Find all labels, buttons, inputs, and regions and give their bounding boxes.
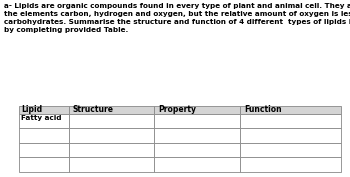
- Bar: [19, 114, 69, 128]
- Bar: [240, 106, 341, 114]
- Bar: [69, 106, 154, 114]
- Text: Structure: Structure: [72, 105, 113, 115]
- Bar: [240, 128, 341, 143]
- Bar: [240, 143, 341, 157]
- Bar: [69, 128, 154, 143]
- Text: Lipid: Lipid: [21, 105, 42, 115]
- Bar: [69, 143, 154, 157]
- Bar: [154, 114, 240, 128]
- Bar: [19, 128, 69, 143]
- Bar: [19, 106, 69, 114]
- Text: Function: Function: [244, 105, 281, 115]
- Bar: [240, 157, 341, 172]
- Bar: [19, 143, 69, 157]
- Bar: [154, 106, 240, 114]
- Bar: [240, 114, 341, 128]
- Bar: [69, 114, 154, 128]
- Text: Property: Property: [158, 105, 196, 115]
- Text: a- Lipids are organic compounds found in every type of plant and animal cell. Th: a- Lipids are organic compounds found in…: [4, 3, 350, 33]
- Bar: [154, 143, 240, 157]
- Bar: [154, 157, 240, 172]
- Bar: [69, 157, 154, 172]
- Text: Fatty acid: Fatty acid: [21, 115, 62, 121]
- Bar: [154, 128, 240, 143]
- Bar: [19, 157, 69, 172]
